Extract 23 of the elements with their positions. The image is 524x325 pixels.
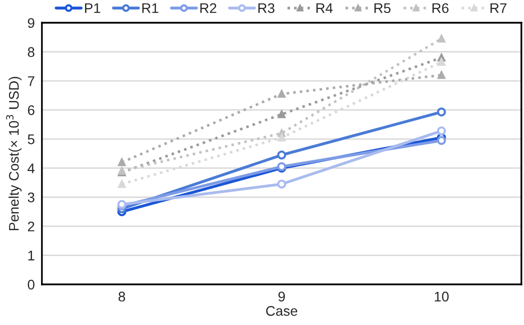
y-tick-label: 7 — [28, 76, 34, 86]
x-tick-label: 10 — [434, 292, 449, 302]
y-tick-label: 1 — [28, 250, 34, 260]
y-axis-title: Penelty Cost(× 10$^{3}$ USD) — [6, 76, 22, 230]
legend-label: R6 — [432, 3, 448, 14]
legend-label: P1 — [85, 3, 100, 13]
x-axis-title: Case — [266, 306, 298, 316]
y-tick-label: 5 — [28, 134, 34, 144]
legend-label: R1 — [142, 3, 158, 13]
legend-label: R3 — [258, 3, 274, 14]
legend-label: R5 — [374, 3, 390, 14]
legend-label: R7 — [490, 3, 506, 13]
y-tick-label: 2 — [28, 222, 34, 232]
y-tick-label: 3 — [28, 192, 34, 202]
legend-label: R4 — [316, 3, 333, 13]
y-tick-label: 6 — [28, 105, 34, 116]
x-tick-label: 9 — [278, 292, 285, 302]
x-tick-label: 8 — [118, 292, 126, 302]
y-tick-label: 0 — [28, 280, 34, 290]
y-tick-label: 4 — [28, 164, 35, 174]
legend-label: R2 — [200, 3, 216, 13]
y-tick-label: 8 — [28, 47, 34, 57]
y-tick-label: 9 — [28, 18, 34, 28]
